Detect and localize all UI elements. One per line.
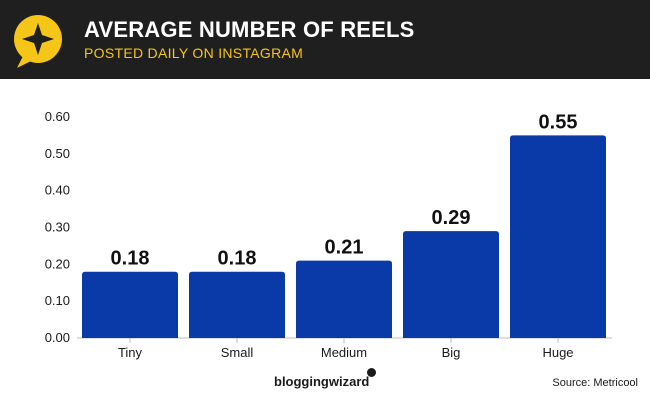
- bar-tiny: [82, 271, 178, 338]
- y-tick-label: 0.00: [45, 330, 70, 345]
- bar-small: [189, 271, 285, 338]
- y-tick-label: 0.60: [45, 109, 70, 124]
- brand-logo-mark: [367, 368, 376, 377]
- x-tick-label: Small: [221, 345, 254, 360]
- source-note: Source: Metricool: [552, 377, 638, 389]
- data-label: 0.29: [432, 207, 471, 229]
- x-tick-label: Tiny: [118, 345, 143, 360]
- brand-logo-text: bloggingwizard: [274, 374, 370, 389]
- chart-subtitle: POSTED DAILY ON INSTAGRAM: [84, 45, 304, 61]
- data-label: 0.55: [539, 111, 578, 133]
- y-tick-label: 0.10: [45, 293, 70, 308]
- x-tick-label: Huge: [542, 345, 573, 360]
- chart-title: AVERAGE NUMBER OF REELS: [84, 17, 415, 42]
- y-tick-label: 0.40: [45, 183, 70, 198]
- x-tick-label: Medium: [321, 345, 367, 360]
- bar-huge: [510, 135, 606, 338]
- bar-big: [403, 231, 499, 338]
- y-tick-label: 0.50: [45, 146, 70, 161]
- y-tick-label: 0.20: [45, 256, 70, 271]
- star-speech-bubble-icon: [14, 15, 62, 68]
- y-tick-label: 0.30: [45, 220, 70, 235]
- bar-medium: [296, 260, 392, 338]
- data-label: 0.18: [218, 248, 257, 270]
- data-label: 0.21: [325, 237, 364, 259]
- header-banner: AVERAGE NUMBER OF REELS POSTED DAILY ON …: [0, 0, 650, 79]
- bar-chart: 0.00 0.10 0.20 0.30 0.40 0.50 0.60 0.18 Tiny 0.18…: [45, 109, 612, 360]
- data-label: 0.18: [111, 248, 150, 270]
- x-tick-label: Big: [442, 345, 461, 360]
